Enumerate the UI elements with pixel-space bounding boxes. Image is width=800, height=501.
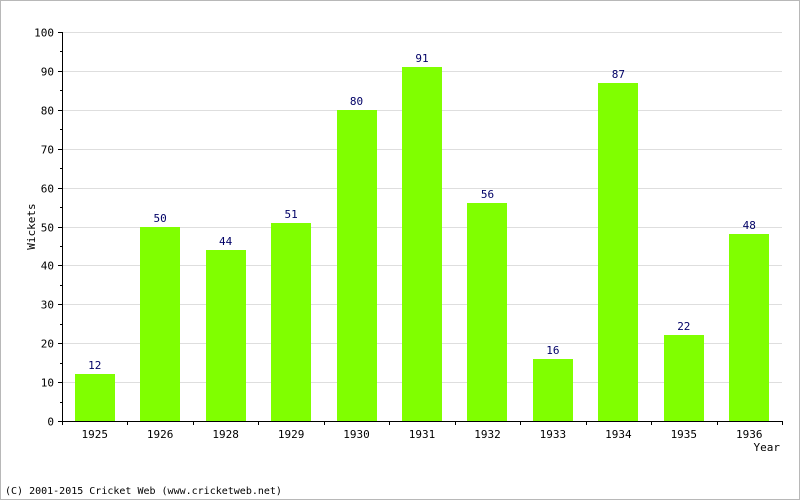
x-axis-ticks: 1925 1926 1928 1929 1930 1931 1932 1933 1934 1935… (62, 421, 783, 441)
bar-value-label: 48 (743, 219, 756, 232)
x-tick-label: 1930 (343, 428, 370, 441)
y-axis-label: Wickets (25, 203, 38, 249)
y-tick-label: 90 (41, 66, 54, 79)
y-tick-label: 50 (41, 222, 54, 235)
bar (467, 203, 507, 421)
x-tick-label: 1929 (278, 428, 305, 441)
bar-value-label: 91 (415, 52, 428, 65)
bar (337, 110, 377, 421)
x-tick-label: 1926 (147, 428, 174, 441)
y-tick-label: 80 (41, 105, 54, 118)
x-axis-label: Year (754, 441, 781, 454)
bar-value-label: 80 (350, 95, 363, 108)
x-tick-label: 1925 (81, 428, 108, 441)
bar (729, 234, 769, 421)
bar (75, 374, 115, 421)
y-tick-label: 70 (41, 144, 54, 157)
y-tick-label: 60 (41, 183, 54, 196)
bar (140, 227, 180, 421)
data-labels: 12 50 44 51 80 91 56 16 87 22 48 (88, 52, 756, 372)
x-tick-label: 1931 (409, 428, 436, 441)
bar-value-label: 22 (677, 320, 690, 333)
x-tick-label: 1936 (736, 428, 763, 441)
y-tick-label: 20 (41, 338, 54, 351)
x-tick-label: 1932 (474, 428, 501, 441)
bars (75, 67, 769, 421)
bar (271, 223, 311, 421)
bar (206, 250, 246, 421)
y-tick-label: 40 (41, 260, 54, 273)
y-tick-label: 10 (41, 377, 54, 390)
bar (402, 67, 442, 421)
x-tick-label: 1933 (540, 428, 567, 441)
y-tick-label: 100 (34, 27, 54, 40)
bar-value-label: 50 (154, 212, 167, 225)
bar-value-label: 44 (219, 235, 233, 248)
copyright-text: (C) 2001-2015 Cricket Web (www.cricketwe… (5, 486, 282, 497)
x-tick-label: 1934 (605, 428, 632, 441)
bar-value-label: 87 (612, 68, 625, 81)
bar (664, 335, 704, 421)
bar-value-label: 12 (88, 359, 101, 372)
bar (533, 359, 573, 421)
bar-value-label: 56 (481, 188, 494, 201)
x-tick-label: 1928 (212, 428, 239, 441)
y-tick-label: 0 (47, 416, 54, 429)
bar (598, 83, 638, 421)
bar-value-label: 51 (284, 208, 297, 221)
y-tick-label: 30 (41, 299, 54, 312)
y-axis-ticks: 0 10 20 30 40 50 60 70 80 90 100 (34, 27, 62, 429)
bar-value-label: 16 (546, 344, 559, 357)
x-tick-label: 1935 (671, 428, 698, 441)
axes (62, 32, 782, 422)
